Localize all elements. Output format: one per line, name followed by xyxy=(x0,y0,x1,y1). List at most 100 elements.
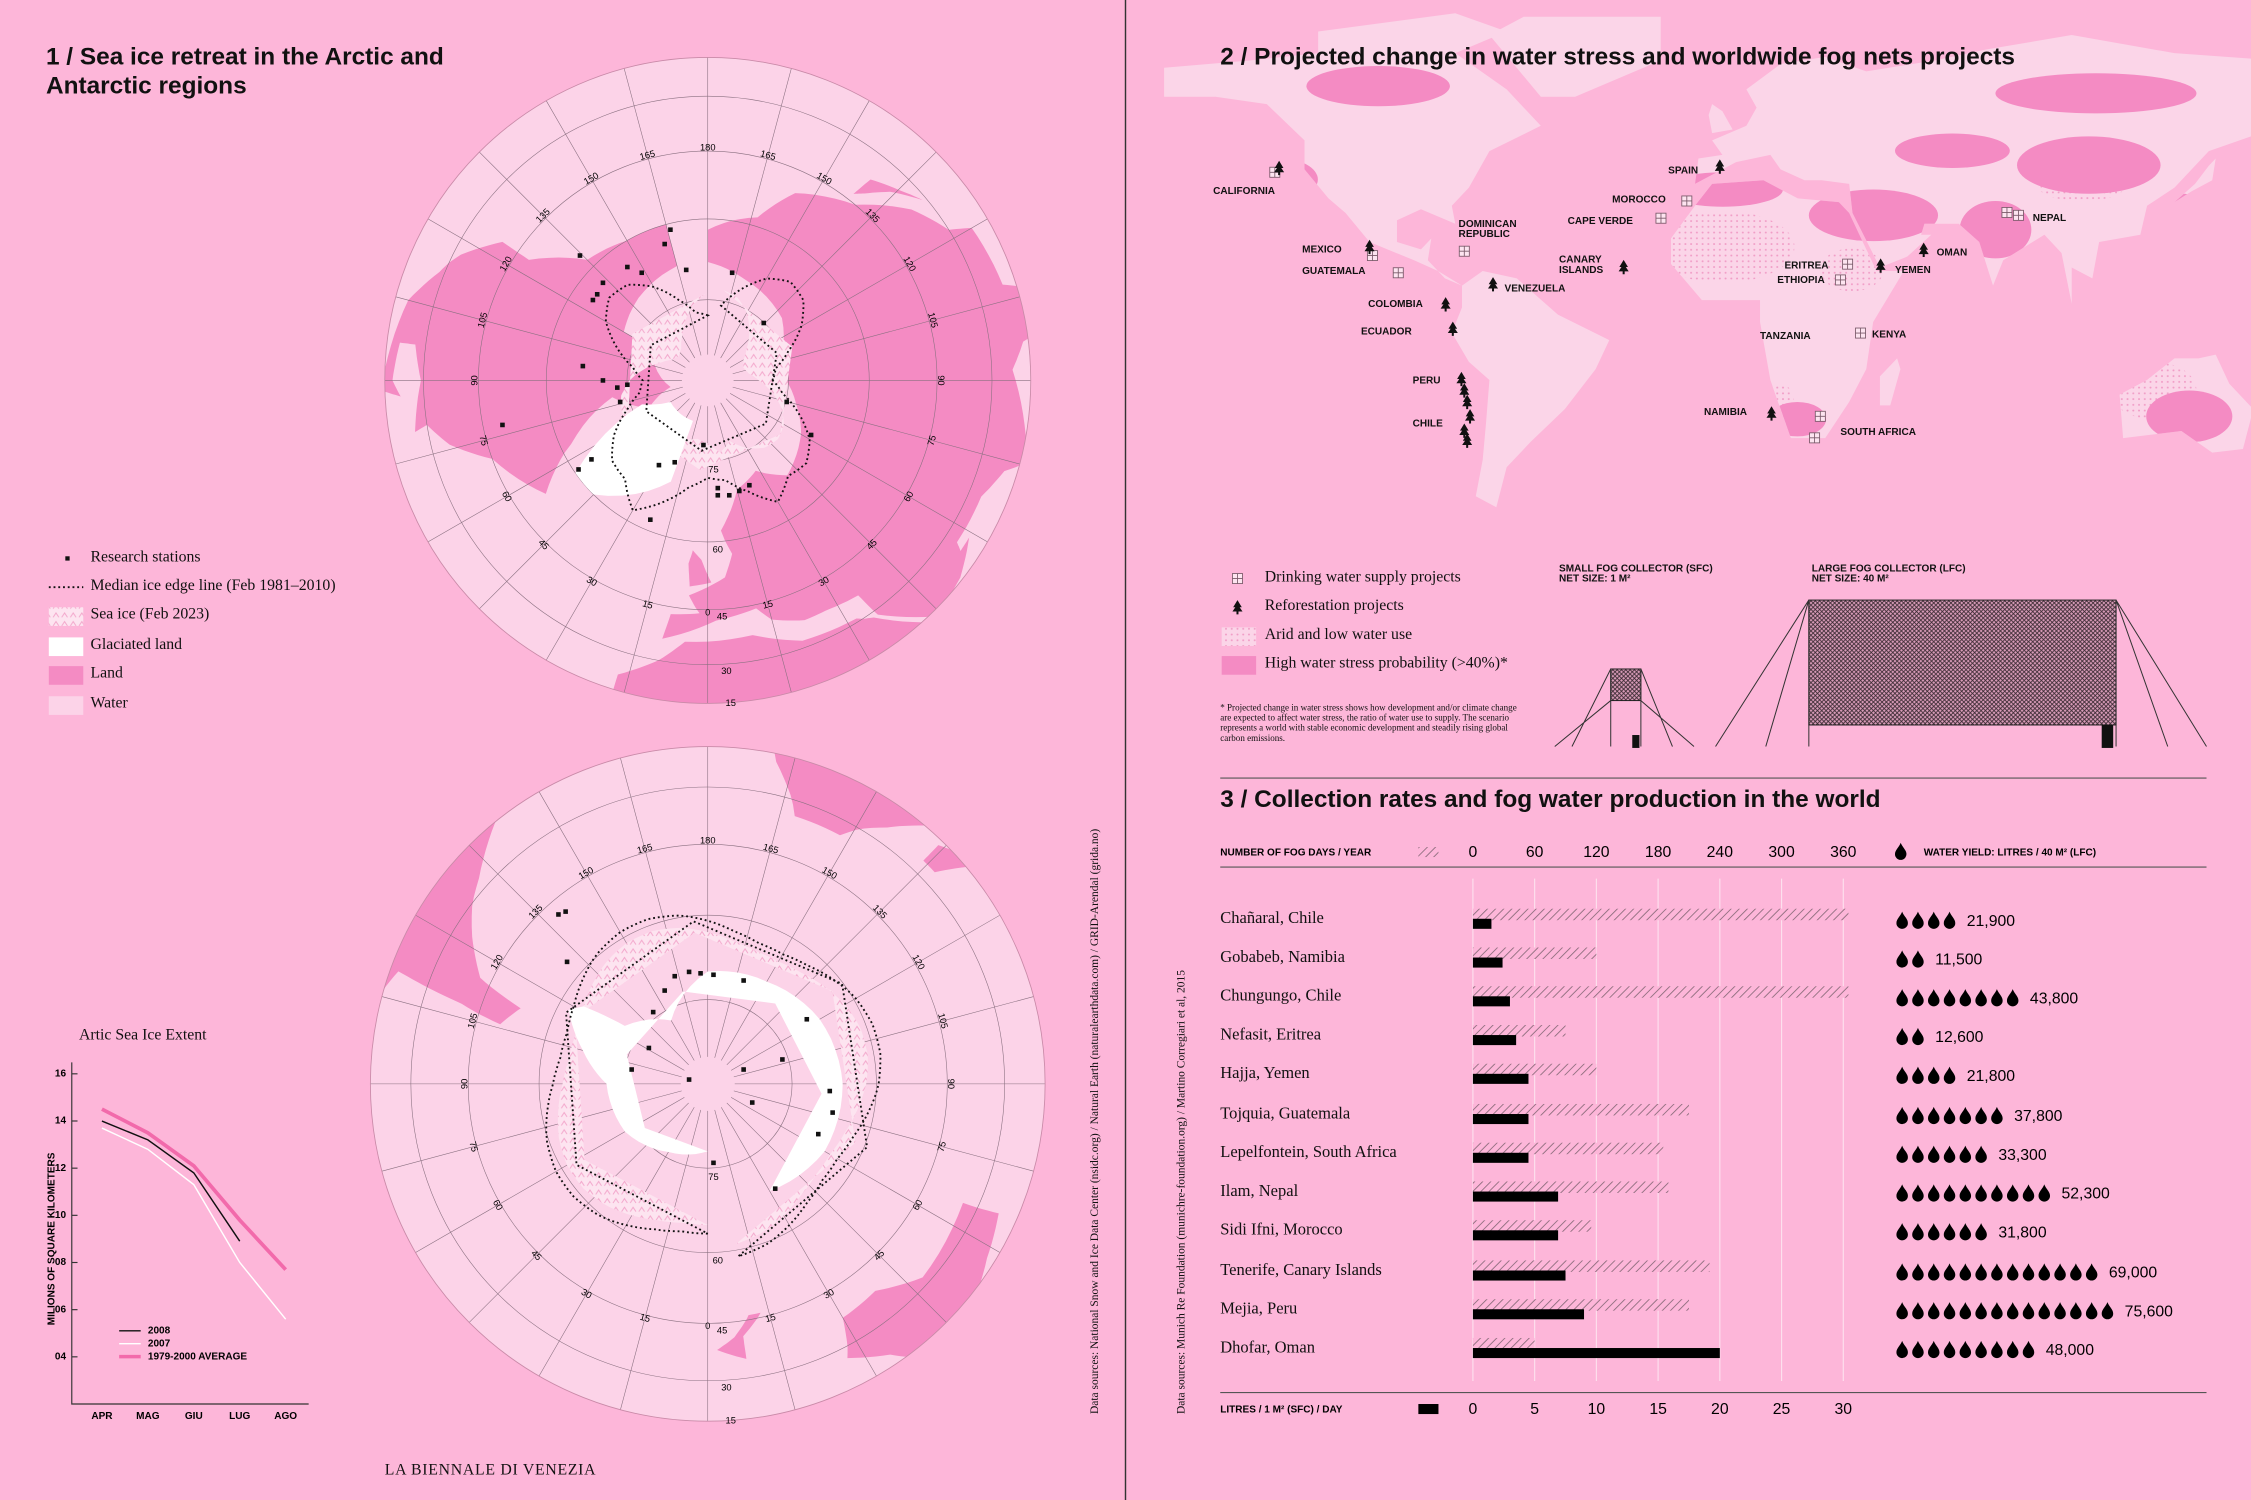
reforestation-icon xyxy=(1456,371,1467,387)
meridian xyxy=(415,914,685,1071)
water-yield-drops xyxy=(1896,1027,1924,1046)
drinking-water-icon xyxy=(2001,207,2012,218)
drop xyxy=(1927,1066,1940,1084)
research-station xyxy=(577,253,583,258)
series-line xyxy=(101,1120,241,1242)
research-station xyxy=(784,399,790,405)
y-tick-label: 14 xyxy=(55,1116,67,1127)
series-line xyxy=(101,1107,288,1271)
y-tick-label: 08 xyxy=(55,1257,67,1268)
land xyxy=(923,845,968,873)
research-station xyxy=(701,442,706,448)
antarctic-map: 1801651501351201059075604530150153045607… xyxy=(369,746,1046,1426)
legend-label: 1979-2000 AVERAGE xyxy=(148,1351,248,1362)
land xyxy=(1318,13,1507,54)
x2-tick-label: 180 xyxy=(1645,844,1672,861)
meridian xyxy=(726,845,947,1065)
litres-bar xyxy=(1472,918,1492,929)
drop xyxy=(1927,1302,1940,1320)
reforestation-icon xyxy=(1447,321,1458,336)
litres-bar xyxy=(1472,1114,1529,1125)
y-tick-label: 06 xyxy=(55,1304,67,1315)
drop xyxy=(2054,1302,2066,1320)
x-tick-label: 25 xyxy=(1773,1401,1791,1418)
value-label: 33,300 xyxy=(1998,1147,2046,1164)
drop xyxy=(1912,1066,1924,1084)
fog-days-bar xyxy=(1472,908,1849,921)
charts: MILIONS OF SQUARE KILOMETERS161412100806… xyxy=(46,842,2207,1422)
water-yield-drops xyxy=(1896,1340,2035,1359)
research-station xyxy=(711,972,716,978)
land xyxy=(1489,16,1661,97)
land xyxy=(384,224,678,494)
meridian xyxy=(720,791,877,1061)
value-label: 12,600 xyxy=(1935,1029,1983,1046)
drop xyxy=(1943,1066,1956,1084)
research-station xyxy=(726,492,732,498)
meridian xyxy=(725,398,937,610)
research-station xyxy=(830,1110,835,1115)
meridian-label: 15 xyxy=(761,598,774,610)
drop xyxy=(1896,1027,1908,1046)
litres-bar xyxy=(1472,1035,1517,1046)
latitude-label: 75 xyxy=(708,464,718,474)
drop xyxy=(1912,1340,1924,1359)
drop xyxy=(1975,1302,1987,1320)
meridian xyxy=(726,1102,947,1323)
drop xyxy=(1912,1106,1924,1125)
latitude-label: 30 xyxy=(721,666,731,676)
drop xyxy=(1991,1302,2003,1320)
reforestation-icon xyxy=(1875,258,1886,273)
category-label: Gobabeb, Namibia xyxy=(1220,948,1345,967)
fog-days-bar xyxy=(1472,1025,1566,1037)
drop xyxy=(1959,1263,1972,1281)
series-line xyxy=(101,1127,287,1320)
latitude-label: 60 xyxy=(713,1255,723,1265)
drinking-water-icon xyxy=(1855,328,1866,339)
x-tick-label: 5 xyxy=(1530,1401,1539,1418)
land xyxy=(1451,271,1610,508)
value-label: 21,800 xyxy=(1967,1068,2015,1085)
footnote: * Projected change in water stress shows… xyxy=(1220,703,1517,744)
latitude-label: 15 xyxy=(726,1416,736,1426)
map-label: ETHIOPIA xyxy=(1777,274,1825,285)
meridian xyxy=(720,100,870,359)
litres-bar xyxy=(1472,1309,1585,1320)
water-yield-drops xyxy=(1896,1145,1987,1163)
water-yield-drops xyxy=(1896,1302,2114,1320)
drop xyxy=(1943,911,1956,929)
meridian-label: 30 xyxy=(817,574,831,588)
drop xyxy=(1927,1340,1940,1359)
reforestation-icon xyxy=(1487,277,1499,292)
drop xyxy=(1943,989,1956,1007)
drop xyxy=(1912,1027,1924,1046)
legend-icons xyxy=(48,556,1257,715)
high-stress-area xyxy=(1662,172,1784,207)
legend-label: Water xyxy=(90,694,128,713)
land xyxy=(853,179,923,201)
drop xyxy=(1959,1223,1972,1241)
drop xyxy=(1896,1145,1908,1163)
research-station xyxy=(594,291,600,297)
research-station xyxy=(749,1100,755,1105)
category-label: Tojquia, Guatemala xyxy=(1220,1105,1351,1123)
legend-swatch xyxy=(1418,846,1439,858)
fog-days-bar xyxy=(1472,1103,1689,1116)
drop xyxy=(1959,1302,1972,1320)
sources: Data sources: National Snow and Ice Data… xyxy=(1088,828,1102,1415)
axis xyxy=(71,1062,309,1405)
x2-tick-label: 60 xyxy=(1526,844,1544,861)
latitude-label: 45 xyxy=(717,612,727,622)
value-label: 43,800 xyxy=(2030,990,2078,1007)
high-stress-area xyxy=(2017,136,2161,194)
legend-label: Sea ice (Feb 2023) xyxy=(90,605,210,624)
drinking-water-icon xyxy=(1815,411,1826,422)
meridian xyxy=(729,393,988,543)
map-label: YEMEN xyxy=(1894,264,1931,275)
drop xyxy=(1991,989,2003,1007)
map-outline xyxy=(384,56,1032,704)
drinking-water-icon xyxy=(2013,210,2024,221)
meridian xyxy=(468,845,689,1065)
